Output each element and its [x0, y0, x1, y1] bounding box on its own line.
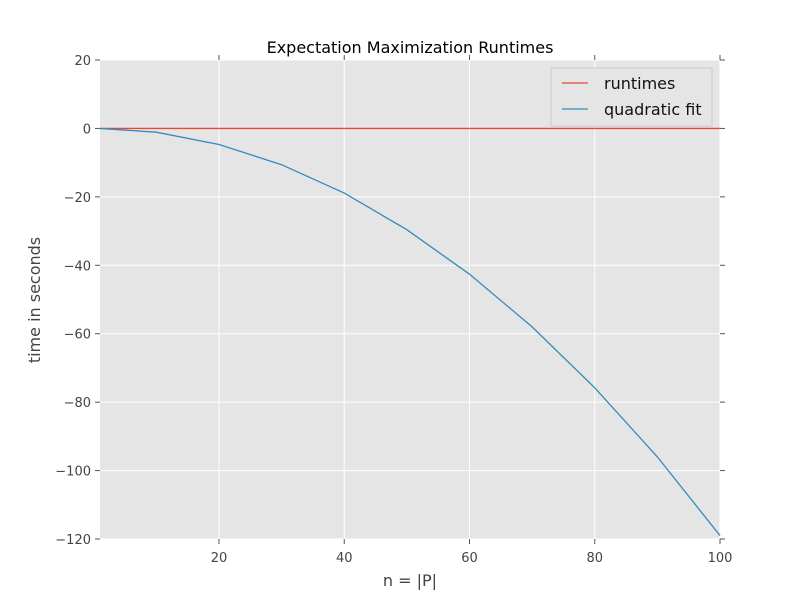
plot-area [100, 60, 720, 539]
y-axis-label: time in seconds [25, 237, 44, 363]
series-line-quadratic-fit [99, 127, 721, 536]
x-tick-label: 40 [336, 551, 353, 566]
y-tick-label: −40 [64, 259, 91, 274]
y-tick-label: 20 [74, 54, 91, 69]
y-tick-label: −80 [64, 396, 91, 411]
legend-label-runtimes: runtimes [604, 74, 675, 93]
legend-box [550, 67, 713, 127]
legend: runtimes quadratic fit [550, 67, 713, 127]
x-tick-label: 80 [586, 551, 603, 566]
axis-ticks [95, 55, 725, 544]
legend-label-quadratic-fit: quadratic fit [604, 100, 702, 119]
y-tick-label: −60 [64, 328, 91, 343]
x-tick-label: 100 [708, 551, 733, 566]
y-tick-label: −100 [55, 465, 91, 480]
x-tick-label: 60 [461, 551, 478, 566]
chart-title: Expectation Maximization Runtimes [267, 38, 554, 57]
x-axis-label: n = |P| [383, 571, 437, 590]
series-layer [99, 127, 721, 536]
y-tick-label: 0 [83, 122, 91, 137]
grid-lines [100, 59, 721, 540]
tick-labels: 20 40 60 80 100 20 0 −20 −40 −60 −80 −100 −120 [55, 54, 732, 566]
x-tick-label: 20 [211, 551, 228, 566]
y-tick-label: −120 [55, 533, 91, 548]
y-tick-label: −20 [64, 191, 91, 206]
